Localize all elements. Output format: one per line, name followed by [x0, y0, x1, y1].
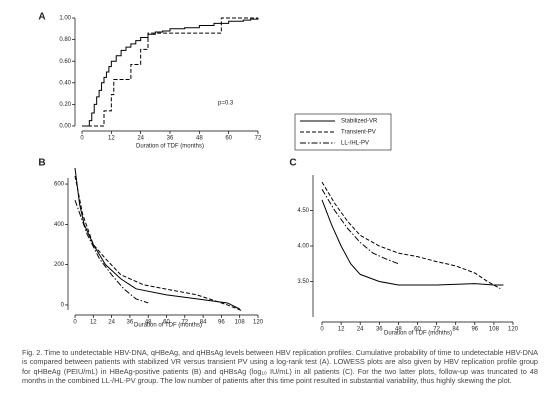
x-tick-label: 12 [90, 320, 97, 326]
series-line [74, 167, 240, 310]
x-tick-label: 72 [433, 327, 440, 333]
x-tick-label: 120 [508, 327, 519, 333]
x-tick-label: 24 [108, 320, 115, 326]
x-tick-label: 24 [137, 136, 144, 142]
series-line [321, 181, 501, 290]
panel-label: B [38, 158, 45, 169]
x-tick-label: 60 [163, 320, 170, 326]
x-tick-label: 60 [414, 327, 421, 333]
x-tick-label: 108 [235, 320, 246, 326]
y-tick-label: 1.00 [59, 16, 71, 22]
y-tick-label: 0.20 [59, 102, 71, 108]
x-tick-label: 24 [357, 327, 364, 333]
series-line [321, 199, 504, 286]
x-tick-label: 48 [395, 327, 402, 333]
x-tick-label: 72 [255, 136, 262, 142]
x-tick-label: 60 [225, 136, 232, 142]
y-tick-label: 4.50 [297, 208, 309, 214]
series-line [321, 188, 399, 265]
x-tick-label: 120 [253, 320, 264, 326]
series-line [82, 17, 258, 127]
annotation: p=0.3 [218, 101, 234, 107]
y-tick-label: 3.50 [297, 279, 309, 285]
legend-label: Transient-PV [341, 130, 376, 136]
y-tick-label: 0.40 [59, 80, 71, 86]
y-tick-label: 0 [61, 303, 65, 309]
panel-label: A [38, 12, 45, 23]
x-tick-label: 84 [452, 327, 459, 333]
series-line [74, 200, 149, 304]
legend-label: LL-/HL-PV [341, 141, 369, 147]
x-tick-label: 0 [320, 327, 324, 333]
x-tick-label: 48 [196, 136, 203, 142]
y-tick-label: 200 [54, 262, 65, 268]
x-tick-label: 36 [376, 327, 383, 333]
x-tick-label: 0 [73, 320, 77, 326]
x-tick-label: 96 [471, 327, 478, 333]
y-tick-label: 4.00 [297, 244, 309, 250]
x-tick-label: 108 [489, 327, 500, 333]
y-tick-label: 0.60 [59, 59, 71, 65]
y-tick-label: 0.80 [59, 37, 71, 43]
charts: A0.000.200.400.600.801.000 12 24 36 48 60 72Du… [38, 12, 519, 337]
y-tick-label: 600 [54, 182, 65, 188]
panel-label: C [289, 158, 296, 169]
y-tick-label: 400 [54, 222, 65, 228]
series-line [74, 175, 243, 312]
x-tick-label: 0 [80, 136, 84, 142]
x-tick-label: 84 [200, 320, 207, 326]
legend-label: Stabilized-VR [341, 119, 378, 125]
legend-box [294, 113, 392, 151]
x-tick-label: 36 [167, 136, 174, 142]
x-axis-label: Duration of TDF (months) [384, 331, 452, 337]
x-axis-label: Duration of TDF (months) [136, 144, 204, 150]
x-tick-label: 12 [108, 136, 115, 142]
series-line [82, 18, 259, 127]
x-tick-label: 72 [181, 320, 188, 326]
caption: Fig. 2. Time to undetectable HBV-DNA, qH… [22, 348, 538, 386]
x-tick-label: 48 [145, 320, 152, 326]
x-axis-label: Duration of TDF (months) [134, 323, 202, 329]
x-tick-label: 12 [338, 327, 345, 333]
y-tick-label: 0.00 [59, 124, 71, 130]
x-tick-label: 36 [127, 320, 134, 326]
x-tick-label: 96 [218, 320, 225, 326]
